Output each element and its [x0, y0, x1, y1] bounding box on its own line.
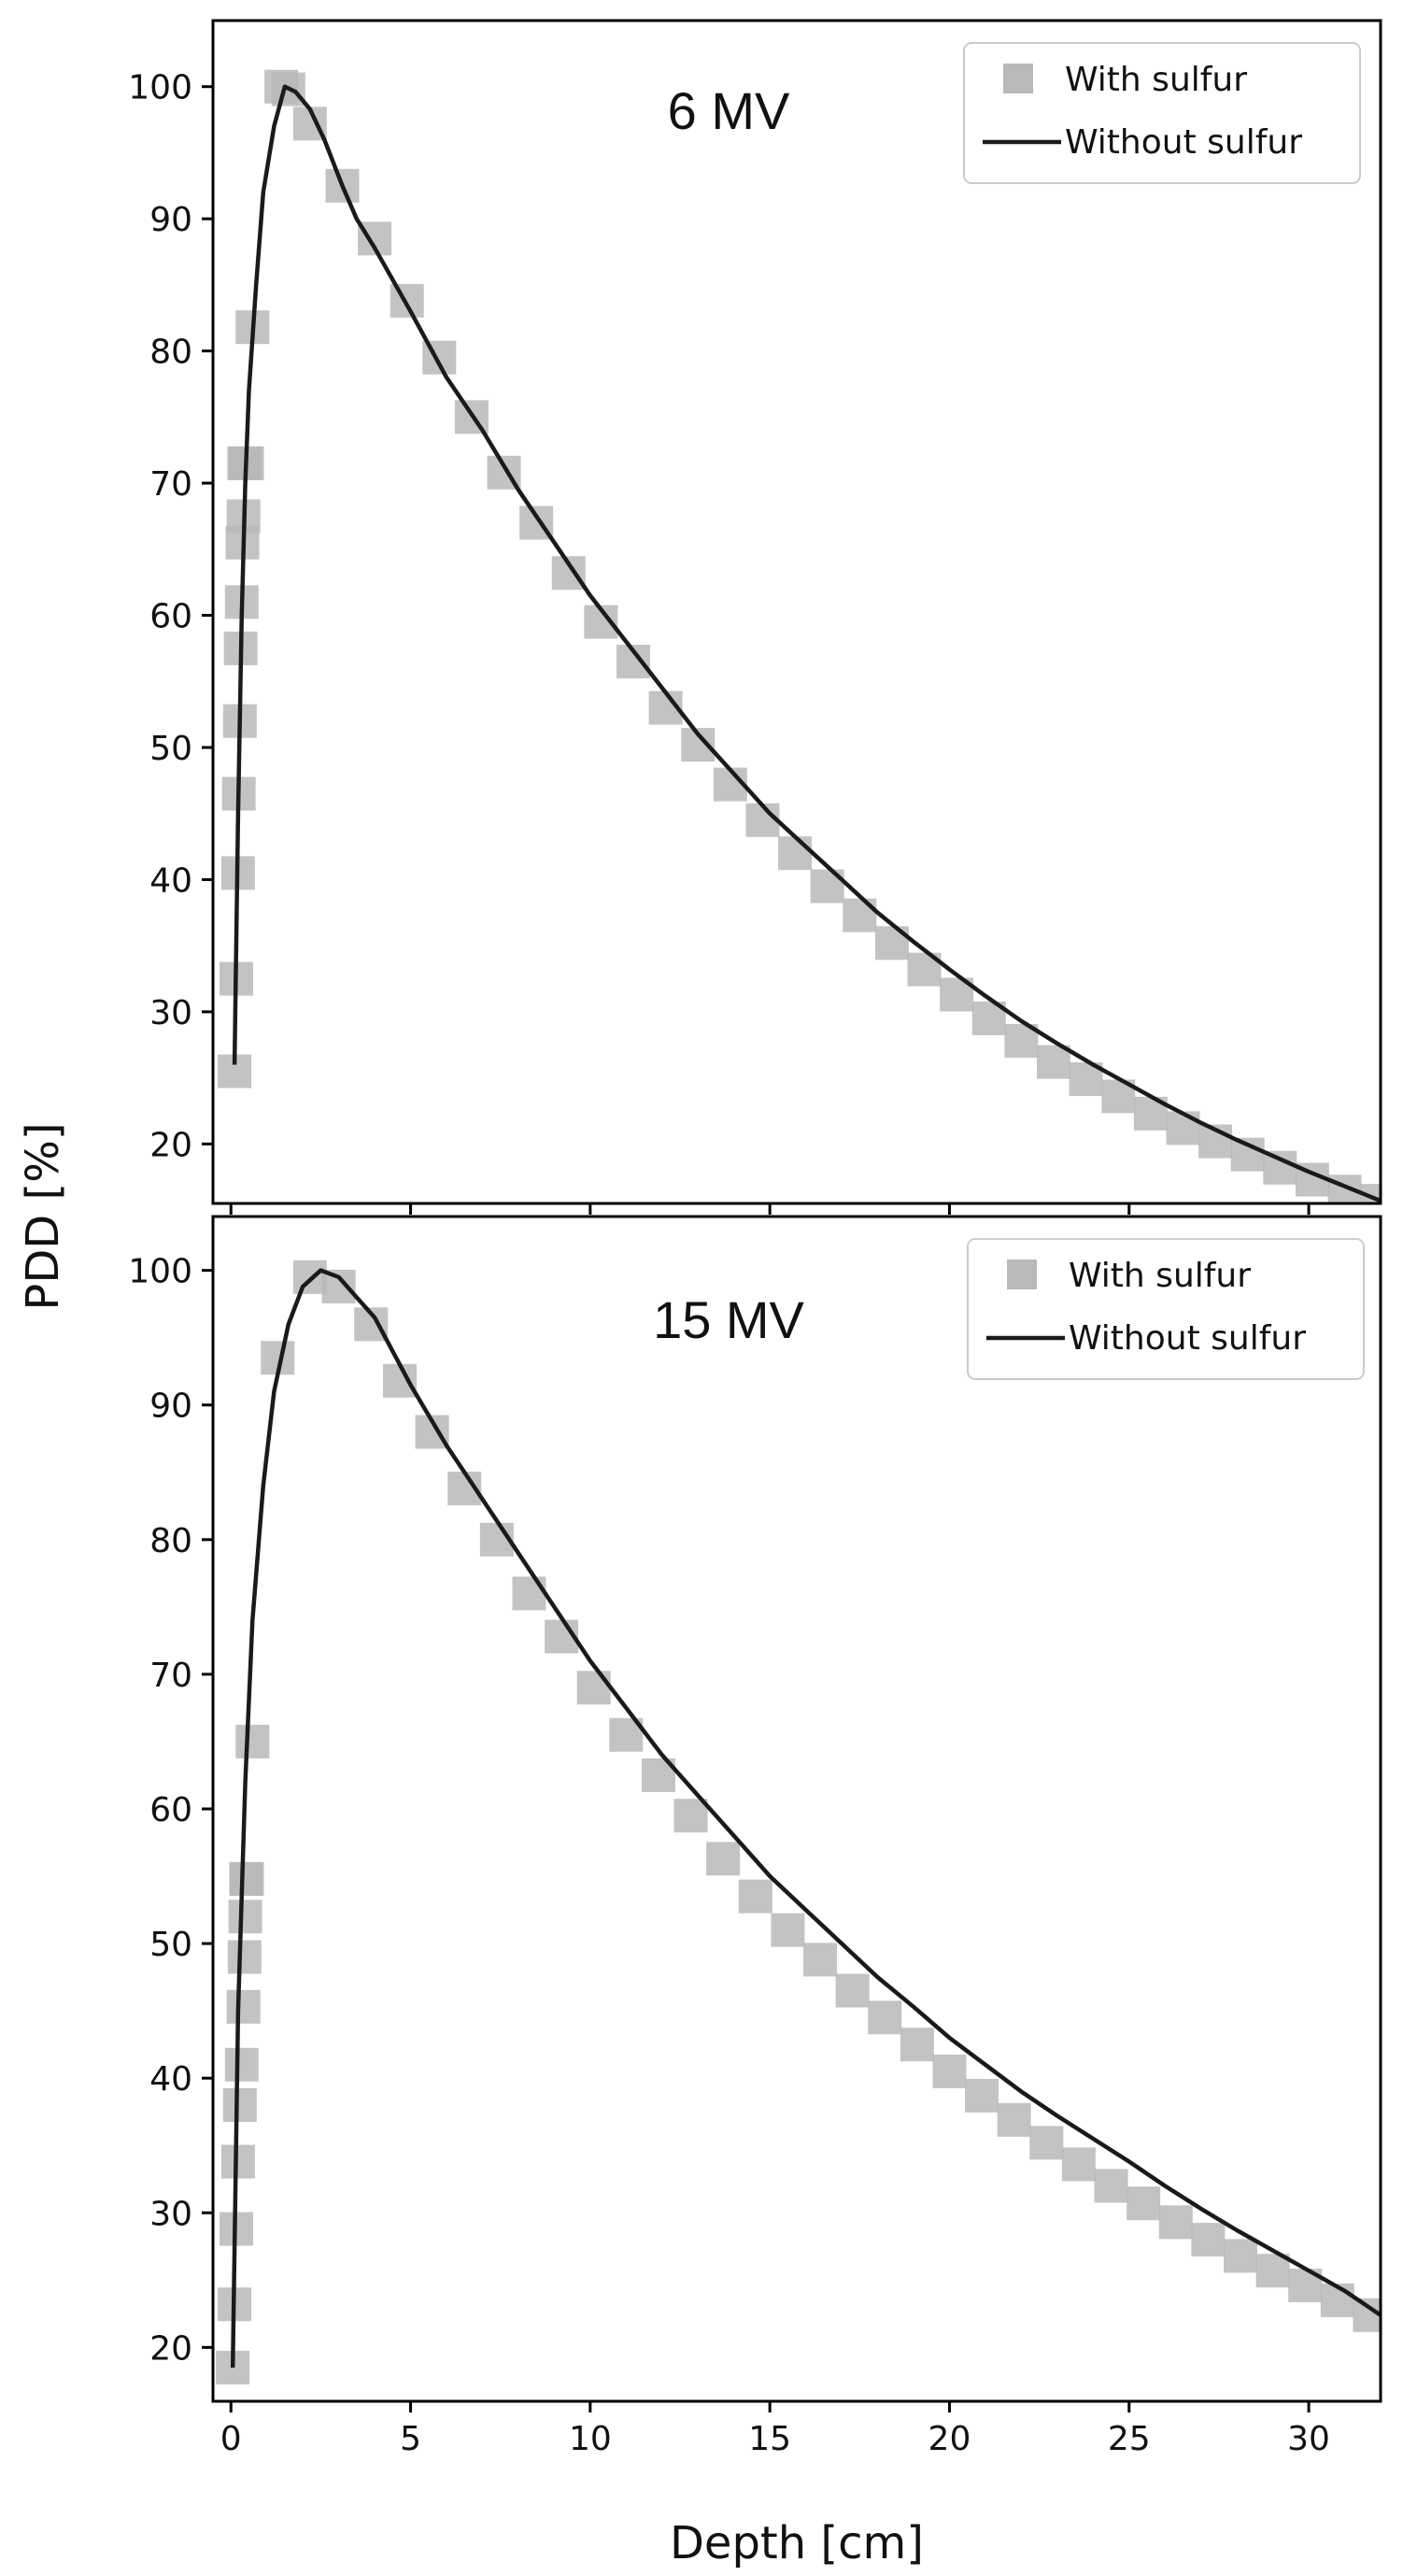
legend-label-without-sulfur: Without sulfur — [1069, 1319, 1306, 1358]
with-sulfur-marker — [1263, 1150, 1297, 1185]
x-tick-label: 5 — [400, 2420, 421, 2458]
legend-marker-swatch — [1003, 64, 1033, 93]
with-sulfur-marker — [997, 2102, 1031, 2137]
with-sulfur-marker — [778, 836, 813, 871]
with-sulfur-marker — [1158, 2205, 1193, 2240]
with-sulfur-marker — [1029, 2126, 1064, 2160]
y-tick-label: 80 — [149, 334, 192, 372]
x-tick-label: 25 — [1108, 2420, 1151, 2458]
with-sulfur-marker — [1191, 2223, 1226, 2257]
with-sulfur-marker — [1127, 2186, 1161, 2221]
legend-label-with-sulfur: With sulfur — [1065, 61, 1247, 99]
with-sulfur-marker — [228, 1900, 262, 1934]
with-sulfur-marker — [226, 1989, 261, 2024]
legend: With sulfur Without sulfur — [963, 42, 1361, 184]
with-sulfur-marker — [1224, 2239, 1257, 2273]
y-tick-label: 50 — [149, 730, 192, 768]
y-tick-label: 30 — [149, 994, 192, 1032]
with-sulfur-marker — [900, 2028, 934, 2062]
panel-title: 15 MV — [653, 1290, 804, 1349]
with-sulfur-marker — [706, 1842, 741, 1876]
x-tick-label: 30 — [1287, 2420, 1330, 2458]
plot-area — [216, 1260, 1381, 2384]
x-tick-label: 10 — [569, 2420, 612, 2458]
y-tick-label: 100 — [128, 69, 192, 107]
with-sulfur-marker — [673, 1799, 708, 1833]
with-sulfur-marker — [738, 1879, 772, 1914]
legend-label-without-sulfur: Without sulfur — [1065, 123, 1302, 162]
with-sulfur-marker — [576, 1671, 611, 1705]
with-sulfur-marker — [932, 2054, 967, 2088]
panel-6mv: 20 30 40 50 60 70 80 90 100 6 MV With sulfur Withou… — [128, 19, 1382, 1215]
with-sulfur-marker — [235, 1724, 270, 1758]
legend-marker-swatch — [1007, 1260, 1037, 1289]
x-axis-label: Depth [cm] — [670, 2517, 924, 2569]
with-sulfur-marker — [803, 1943, 837, 1977]
plot-area — [218, 69, 1381, 1203]
with-sulfur-marker — [1037, 1045, 1070, 1079]
y-tick-label: 40 — [149, 2060, 192, 2099]
without-sulfur-line — [230, 1268, 1381, 2369]
y-tick-label: 90 — [149, 201, 192, 239]
with-sulfur-marker — [1061, 2147, 1096, 2182]
y-tick-label: 20 — [149, 2329, 192, 2368]
with-sulfur-marker — [220, 2144, 255, 2179]
y-tick-label: 70 — [149, 1657, 192, 1695]
with-sulfur-marker — [227, 1940, 262, 1974]
with-sulfur-marker — [512, 1576, 546, 1611]
with-sulfur-marker — [1166, 1111, 1200, 1146]
panel-15mv: 20 30 40 50 60 70 80 90 100 0 5 10 15 20 25 30 15 MV With… — [128, 1215, 1382, 2458]
with-sulfur-marker — [843, 898, 877, 932]
with-sulfur-marker — [868, 2000, 902, 2035]
legend-box — [967, 1238, 1365, 1380]
y-tick-label: 30 — [149, 2195, 192, 2233]
with-sulfur-marker — [230, 1861, 264, 1896]
y-tick-label: 60 — [149, 1791, 192, 1829]
y-tick-label: 50 — [149, 1926, 192, 1964]
y-axis-label: PDD [%] — [17, 1122, 69, 1310]
with-sulfur-marker — [1094, 2169, 1128, 2203]
panel-title: 6 MV — [668, 81, 790, 140]
with-sulfur-marker — [383, 1363, 417, 1398]
legend: With sulfur Without sulfur — [967, 1238, 1365, 1380]
with-sulfur-marker — [224, 2047, 259, 2082]
axes-frame — [211, 19, 1382, 1205]
legend-box — [963, 42, 1361, 184]
with-sulfur-marker — [745, 803, 780, 837]
with-sulfur-marker — [965, 2078, 999, 2113]
y-tick-label: 100 — [128, 1253, 192, 1291]
x-tick-label: 20 — [928, 2420, 971, 2458]
with-sulfur-marker — [390, 283, 424, 318]
with-sulfur-marker — [771, 1913, 805, 1947]
x-tick-label: 15 — [748, 2420, 791, 2458]
x-tick-label: 0 — [220, 2420, 242, 2458]
y-tick-label: 40 — [149, 861, 192, 900]
without-sulfur-line — [232, 84, 1381, 1203]
with-sulfur-marker — [835, 1973, 870, 2008]
with-sulfur-marker — [1255, 2254, 1290, 2288]
y-tick-label: 20 — [149, 1126, 192, 1164]
y-tick-label: 70 — [149, 465, 192, 504]
legend-label-with-sulfur: With sulfur — [1069, 1257, 1251, 1295]
y-tick-label: 90 — [149, 1388, 192, 1426]
y-tick-label: 60 — [149, 598, 192, 636]
y-tick-label: 80 — [149, 1522, 192, 1560]
with-sulfur-marker — [292, 1260, 327, 1294]
with-sulfur-marker — [222, 2088, 257, 2122]
